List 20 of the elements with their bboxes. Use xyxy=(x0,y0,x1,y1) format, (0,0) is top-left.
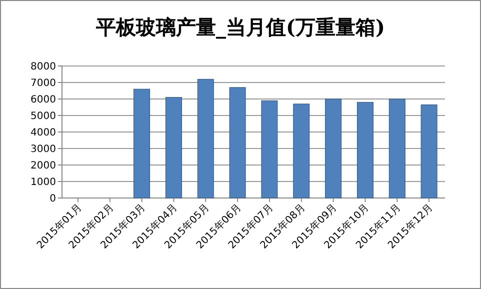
bar xyxy=(229,87,246,198)
bar xyxy=(165,97,182,198)
y-tick-label: 7000 xyxy=(30,78,56,89)
y-tick-label: 4000 xyxy=(30,128,56,138)
y-tick-label: 3000 xyxy=(30,144,56,155)
y-tick-label: 0 xyxy=(50,194,56,204)
bar xyxy=(420,104,438,198)
bar xyxy=(197,78,214,198)
y-tick-label: 1000 xyxy=(30,177,56,188)
y-tick-label: 5000 xyxy=(30,111,56,122)
y-tick-label: 6000 xyxy=(30,94,56,106)
y-tick-label: 8000 xyxy=(30,62,56,72)
bar xyxy=(293,104,310,198)
bar xyxy=(356,102,374,198)
bar xyxy=(325,98,342,198)
chart-title: 平板玻璃产量_当月值(万重量箱) xyxy=(95,15,385,39)
bar xyxy=(388,98,406,198)
bar xyxy=(261,100,278,198)
y-tick-label: 2000 xyxy=(30,160,56,172)
bar xyxy=(134,88,150,198)
